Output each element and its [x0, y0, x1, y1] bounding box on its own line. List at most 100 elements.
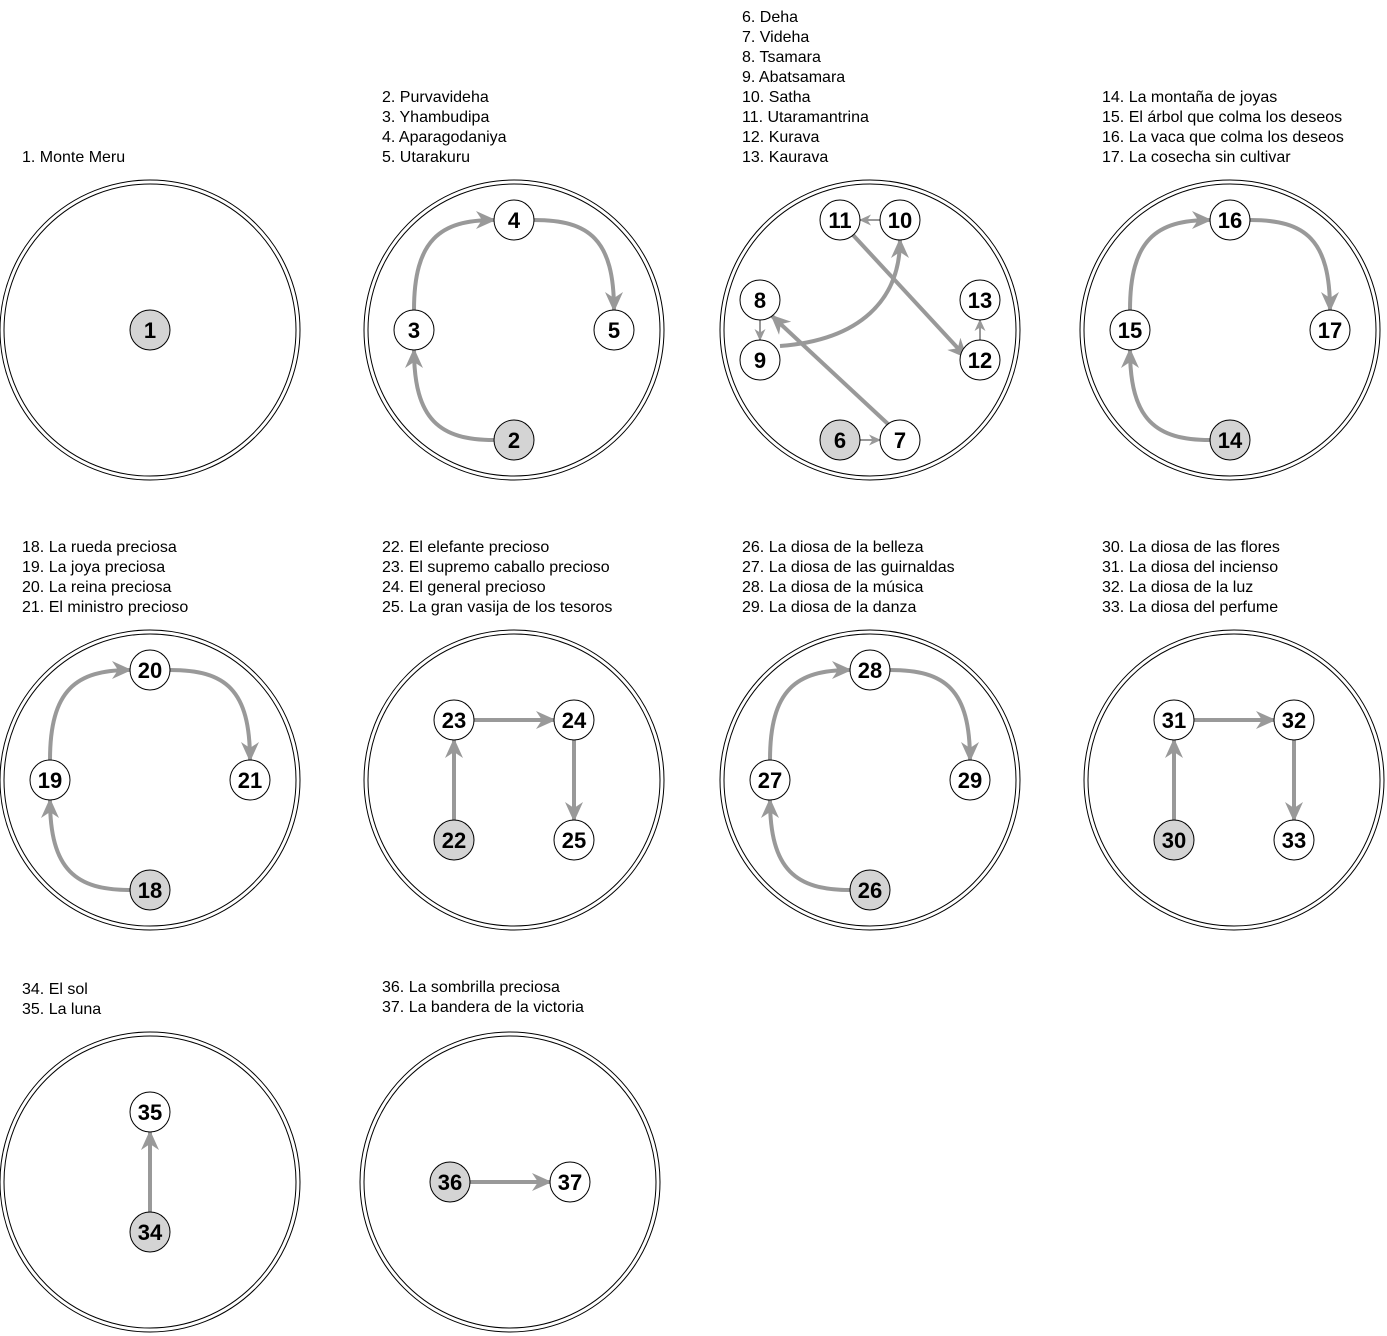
node-circle: [849, 649, 891, 691]
node-circle: [229, 759, 271, 801]
arrows: [445, 711, 583, 822]
start-node: 36: [429, 1161, 471, 1203]
legend-item: 29. La diosa de la danza: [742, 599, 916, 616]
node-label: 14: [1218, 428, 1243, 453]
node-circle: [819, 199, 861, 241]
node-label: 36: [438, 1170, 462, 1195]
arrow-7-to-8: [770, 314, 890, 426]
mandala-panel: 22. El elefante precioso 23. El supremo c…: [363, 539, 665, 931]
mandala-outer-ring: [359, 1031, 661, 1333]
node-label: 19: [38, 768, 62, 793]
legend-item: 25. La gran vasija de los tesoros: [382, 599, 612, 616]
node: 23: [433, 699, 475, 741]
arrows: [754, 214, 986, 446]
mandala-outer-ring: [1079, 179, 1381, 481]
mandala-panel: 14. La montaña de joyas 15. El árbol que …: [1079, 89, 1381, 481]
legend-item: 31. La diosa del incienso: [1102, 559, 1278, 576]
node-label: 34: [138, 1220, 163, 1245]
mandala-outer-ring: [1083, 629, 1385, 931]
node-circle: [1273, 819, 1315, 861]
mandala-inner-ring: [3, 1035, 297, 1329]
legend-item: 13. Kaurava: [742, 149, 828, 166]
node-circle: [819, 419, 861, 461]
legend: 14. La montaña de joyas 15. El árbol que …: [1102, 89, 1344, 166]
node-circle: [959, 279, 1001, 321]
node: 29: [949, 759, 991, 801]
start-node: 34: [129, 1211, 171, 1253]
legend-item: 1. Monte Meru: [22, 149, 125, 166]
legend-item: 16. La vaca que colma los deseos: [1102, 129, 1344, 146]
node: 13: [959, 279, 1001, 321]
legend-item: 30. La diosa de las flores: [1102, 539, 1280, 556]
arrow-27-to-28: [768, 661, 852, 761]
node: 32: [1273, 699, 1315, 741]
legend-item: 33. La diosa del perfume: [1102, 599, 1278, 616]
legend-item: 22. El elefante precioso: [382, 539, 549, 556]
node-label: 32: [1282, 708, 1306, 733]
start-node: 2: [493, 419, 535, 461]
node: 19: [29, 759, 71, 801]
mandala-inner-ring: [367, 633, 661, 927]
node-circle: [749, 759, 791, 801]
mandala-outer-ring: [719, 629, 1021, 931]
mandala-outer-ring: [363, 179, 665, 481]
node: 31: [1153, 699, 1195, 741]
node-circle: [1109, 309, 1151, 351]
node: 35: [129, 1091, 171, 1133]
arrow-18-to-19: [41, 798, 131, 892]
node-label: 33: [1282, 828, 1306, 853]
node-circle: [549, 1161, 591, 1203]
node: 28: [849, 649, 891, 691]
mandala-inner-ring: [367, 183, 661, 477]
node-label: 30: [1162, 828, 1186, 853]
node-circle: [393, 309, 435, 351]
legend-item: 14. La montaña de joyas: [1102, 89, 1277, 106]
node-label: 17: [1318, 318, 1342, 343]
node-label: 24: [562, 708, 587, 733]
mandala-inner-ring: [1087, 633, 1381, 927]
legend: 1. Monte Meru: [22, 149, 125, 166]
start-node: 14: [1209, 419, 1251, 461]
legend-item: 37. La bandera de la victoria: [382, 999, 584, 1016]
arrow-16-to-17: [1249, 218, 1339, 312]
mandala-inner-ring: [3, 633, 297, 927]
node: 20: [129, 649, 171, 691]
node-label: 7: [894, 428, 906, 453]
node: 16: [1209, 199, 1251, 241]
node-label: 31: [1162, 708, 1186, 733]
arrow-20-to-21: [169, 668, 259, 762]
arrow-11-to-12: [851, 233, 968, 359]
legend-item: 26. La diosa de la belleza: [742, 539, 924, 556]
legend-item: 32. La diosa de la luz: [1102, 579, 1253, 596]
node-label: 5: [608, 318, 620, 343]
arrow-14-to-15: [1121, 348, 1211, 442]
node-label: 11: [828, 208, 851, 233]
mandala-inner-ring: [723, 633, 1017, 927]
node: 3: [393, 309, 435, 351]
arrow-15-to-16: [1128, 211, 1212, 311]
node-circle: [129, 649, 171, 691]
mandala-inner-ring: [3, 183, 297, 477]
node: 10: [879, 199, 921, 241]
arrows: [1165, 711, 1303, 822]
legend-item: 27. La diosa de las guirnaldas: [742, 559, 955, 576]
arrows: [1121, 211, 1339, 442]
node-label: 35: [138, 1100, 162, 1125]
node-label: 6: [834, 428, 846, 453]
node-circle: [739, 279, 781, 321]
node-label: 21: [238, 768, 262, 793]
start-node: 26: [849, 869, 891, 911]
node-circle: [493, 419, 535, 461]
node-circle: [739, 339, 781, 381]
node: 12: [959, 339, 1001, 381]
legend: 18. La rueda preciosa 19. La joya precios…: [22, 539, 188, 616]
legend-item: 2. Purvavideha: [382, 89, 489, 106]
node-label: 12: [968, 348, 992, 373]
node-label: 8: [754, 288, 766, 313]
node-label: 15: [1118, 318, 1142, 343]
legend: 22. El elefante precioso 23. El supremo c…: [382, 539, 612, 616]
node-circle: [129, 1091, 171, 1133]
node: 5: [593, 309, 635, 351]
legend: 30. La diosa de las flores 31. La diosa d…: [1102, 539, 1280, 616]
